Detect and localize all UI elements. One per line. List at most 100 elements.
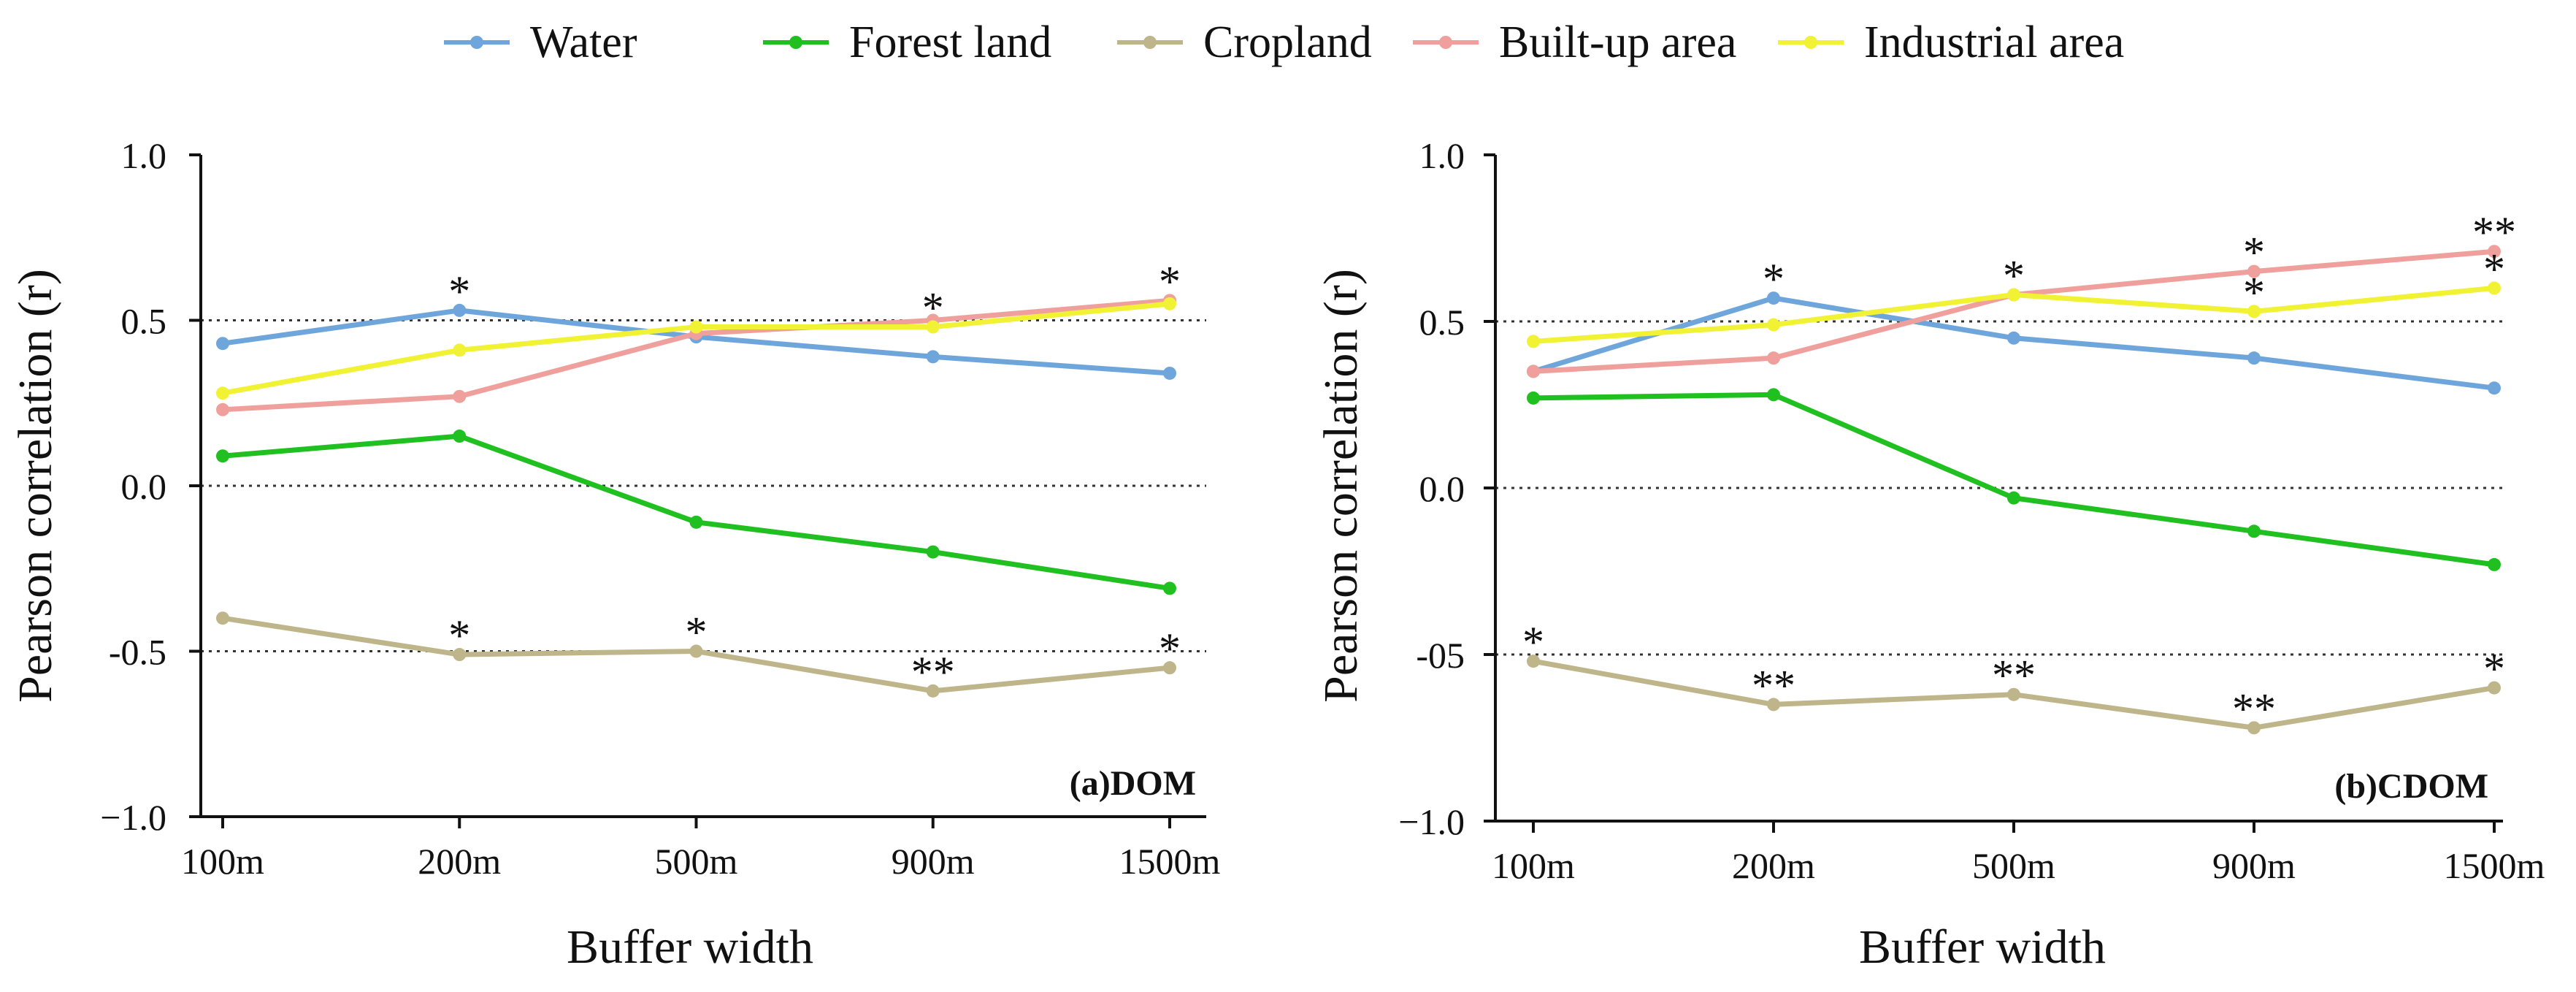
legend-marker-forest-land — [789, 36, 802, 49]
y-tick-label: −1.0 — [1398, 801, 1465, 842]
x-tick-label: 500m — [1972, 845, 2055, 886]
data-point-forest-land — [2007, 491, 2020, 505]
data-point-industrial-area — [2007, 288, 2020, 302]
y-tick-label: -0.5 — [109, 632, 166, 673]
significance-mark-cropland: ** — [1752, 661, 1795, 709]
data-point-industrial-area — [689, 320, 703, 334]
data-point-forest-land — [216, 449, 229, 463]
data-point-forest-land — [1163, 581, 1176, 595]
data-point-water — [2488, 381, 2501, 395]
significance-mark-cropland: ** — [911, 648, 955, 696]
data-point-industrial-area — [1527, 335, 1540, 348]
series-line-industrial-area — [222, 301, 1170, 396]
y-tick-label: −1.0 — [100, 797, 166, 838]
data-point-built-up-area — [1527, 365, 1540, 378]
legend-marker-built-up-area — [1439, 36, 1452, 49]
data-point-water — [1163, 366, 1176, 380]
data-point-cropland — [1163, 661, 1176, 675]
data-point-water — [453, 303, 467, 317]
significance-mark-cropland: * — [1159, 625, 1181, 673]
significance-mark-cropland: * — [2483, 645, 2505, 693]
legend: Water Forest land Cropland Built-up area Ind… — [444, 18, 2124, 67]
y-axis-title: Pearson correlation (r) — [9, 269, 62, 703]
data-point-forest-land — [453, 430, 467, 443]
data-point-water — [2007, 331, 2020, 345]
significance-mark-water: * — [1763, 255, 1785, 303]
data-point-built-up-area — [2247, 264, 2261, 278]
series-line-forest-land — [222, 433, 1170, 591]
data-point-industrial-area — [1767, 318, 1780, 332]
legend-label-cropland: Cropland — [1203, 18, 1372, 67]
data-point-industrial-area — [453, 343, 467, 357]
data-point-built-up-area — [1767, 351, 1780, 365]
x-tick-label: 1500m — [1119, 841, 1221, 882]
data-point-cropland — [1527, 655, 1540, 668]
x-axis-title: Buffer width — [1859, 920, 2106, 974]
data-point-forest-land — [2247, 524, 2261, 538]
chart-panel-cdom: 1.0 0.5 0.0 -05 −1.0 100m 200m 500m 900m 1500m Pea… — [1314, 135, 2545, 974]
significance-mark-built-up-area: * — [1159, 257, 1181, 305]
panel-label: (b)CDOM — [2334, 767, 2488, 806]
legend-marker-cropland — [1143, 36, 1157, 49]
significance-mark-cropland: * — [448, 611, 470, 660]
significance-mark-cropland: ** — [2232, 684, 2276, 733]
x-tick-label: 200m — [1732, 845, 1815, 886]
significance-mark-built-up-area: * — [2003, 252, 2025, 300]
data-point-cropland — [2488, 681, 2501, 695]
significance-mark-cropland: ** — [1992, 652, 2036, 700]
y-tick-label: 1.0 — [121, 135, 167, 176]
x-axis-title: Buffer width — [567, 920, 813, 974]
y-axis-title: Pearson correlation (r) — [1314, 269, 1368, 703]
data-point-water — [926, 350, 940, 364]
data-point-industrial-area — [216, 386, 229, 400]
y-tick-label: 0.5 — [121, 301, 167, 342]
x-tick-label: 1500m — [2444, 845, 2545, 886]
legend-label-forest-land: Forest land — [849, 18, 1051, 67]
data-point-built-up-area — [2488, 245, 2501, 259]
x-tick-label: 900m — [892, 841, 975, 882]
significance-mark-cropland: * — [686, 608, 708, 657]
significance-mark-industrial-area: * — [922, 284, 944, 332]
data-point-cropland — [453, 648, 467, 662]
data-point-forest-land — [689, 515, 703, 529]
data-point-cropland — [2007, 687, 2020, 701]
data-point-forest-land — [2488, 557, 2501, 571]
data-point-industrial-area — [1163, 297, 1176, 310]
data-point-forest-land — [1527, 391, 1540, 405]
series-line-forest-land — [1533, 392, 2495, 568]
data-point-forest-land — [1767, 388, 1780, 402]
significance-mark-water: * — [448, 267, 470, 316]
data-point-water — [1767, 291, 1780, 305]
chart-panel-dom: 1.0 0.5 0.0 -0.5 −1.0 100m 200m 500m 900m 1500m Pe… — [9, 135, 1221, 974]
data-point-water — [216, 337, 229, 351]
legend-label-industrial-area: Industrial area — [1864, 18, 2124, 67]
data-point-water — [2247, 351, 2261, 365]
significance-mark-industrial-area: * — [2483, 245, 2505, 293]
legend-label-built-up-area: Built-up area — [1499, 18, 1736, 67]
x-tick-label: 100m — [181, 841, 264, 882]
y-tick-label: -05 — [1416, 635, 1465, 676]
x-tick-label: 900m — [2212, 845, 2296, 886]
data-point-forest-land — [926, 545, 940, 559]
significance-mark-industrial-area: * — [2243, 268, 2265, 316]
x-tick-label: 200m — [418, 841, 501, 882]
data-point-cropland — [926, 684, 940, 698]
y-tick-label: 0.0 — [121, 466, 167, 507]
legend-marker-industrial-area — [1804, 36, 1817, 49]
significance-mark-built-up-area: ** — [2472, 208, 2516, 256]
data-point-built-up-area — [216, 402, 229, 416]
data-point-cropland — [689, 644, 703, 658]
legend-marker-water — [470, 36, 483, 49]
significance-mark-built-up-area: * — [2243, 229, 2265, 277]
data-point-cropland — [2247, 721, 2261, 735]
data-point-industrial-area — [926, 320, 940, 334]
panel-label: (a)DOM — [1070, 764, 1196, 803]
data-point-built-up-area — [453, 389, 467, 403]
y-tick-label: 0.5 — [1419, 302, 1465, 343]
x-tick-label: 500m — [655, 841, 738, 882]
y-tick-label: 0.0 — [1419, 468, 1465, 509]
significance-mark-cropland: * — [1522, 618, 1544, 666]
data-point-industrial-area — [2247, 305, 2261, 318]
y-tick-label: 1.0 — [1419, 135, 1465, 176]
